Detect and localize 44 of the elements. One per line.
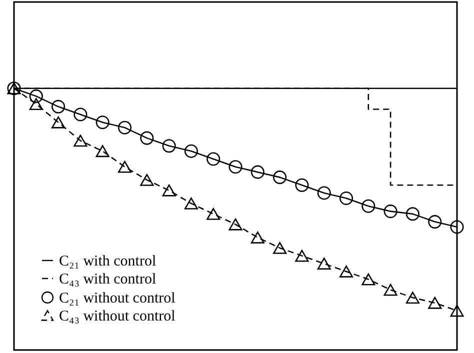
point (428, 296, 442, 309)
point (295, 250, 309, 262)
point (339, 266, 354, 278)
point (74, 134, 88, 147)
point (362, 199, 376, 213)
point (317, 186, 331, 200)
point (118, 160, 132, 173)
point (74, 108, 88, 122)
point (184, 144, 198, 158)
point (450, 220, 464, 234)
point (140, 131, 154, 145)
legend-label: C₂₁ with control (59, 254, 156, 270)
point (406, 207, 420, 221)
point (250, 232, 264, 244)
point (162, 139, 176, 153)
point (339, 191, 354, 206)
legend-label: C₄₃ without control (59, 308, 176, 324)
point (406, 292, 420, 304)
point (162, 184, 176, 196)
point (228, 160, 242, 174)
point (140, 174, 154, 186)
point (250, 165, 264, 179)
legend-label: C₂₁ without control (59, 290, 176, 306)
point (317, 258, 331, 270)
point (52, 100, 66, 114)
point (428, 215, 442, 229)
point (96, 145, 110, 158)
legend-label: C₄₃ with control (59, 272, 156, 288)
point (362, 273, 376, 286)
point (450, 304, 464, 317)
point (206, 152, 220, 166)
point (206, 208, 220, 220)
point (29, 98, 43, 110)
point (52, 116, 66, 128)
point (29, 89, 43, 103)
point (228, 218, 242, 230)
point (96, 116, 110, 130)
point (384, 204, 398, 218)
point (184, 198, 198, 210)
point (384, 284, 398, 296)
point (118, 120, 132, 134)
point (273, 242, 287, 254)
point (273, 170, 287, 184)
point (295, 178, 309, 192)
